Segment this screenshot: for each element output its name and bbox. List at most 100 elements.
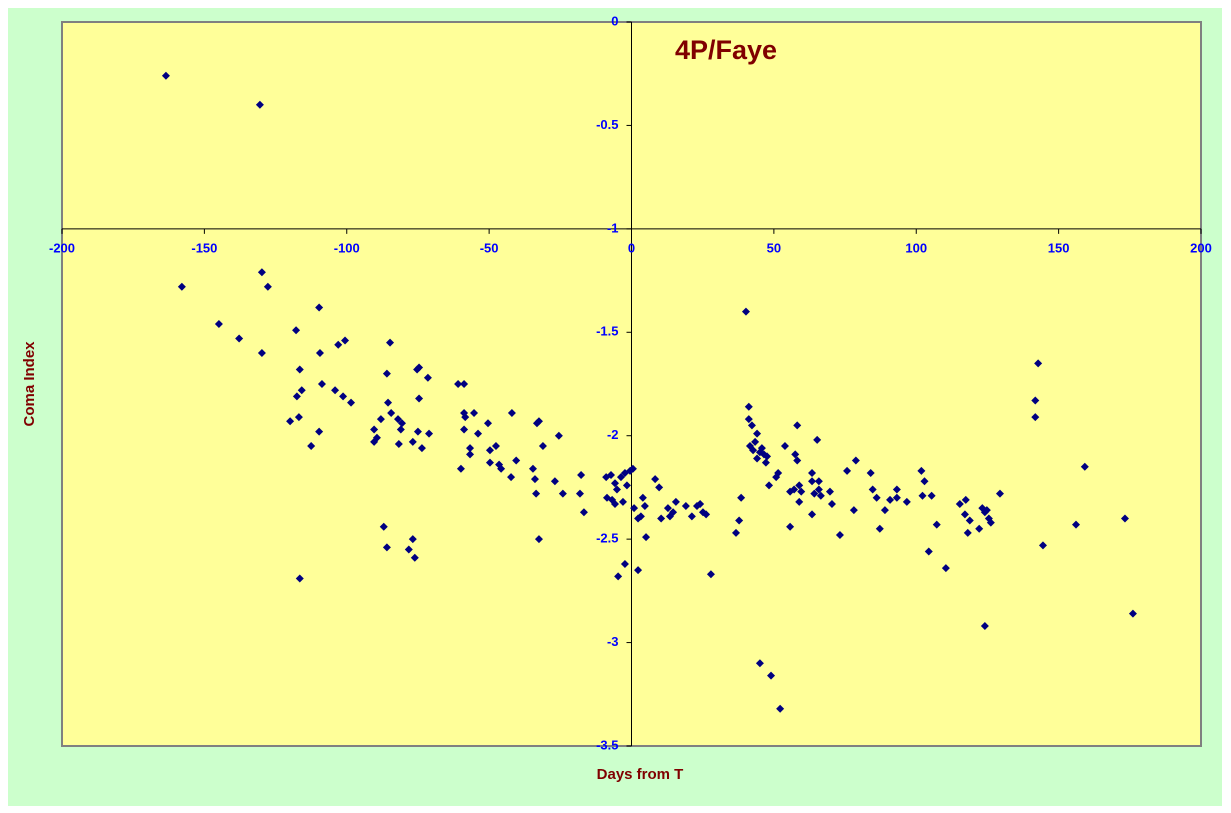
point [918, 491, 927, 500]
point [851, 456, 860, 465]
point [902, 497, 911, 506]
point [512, 456, 521, 465]
point [955, 499, 964, 508]
point [415, 394, 424, 403]
point [534, 535, 543, 544]
point [341, 336, 350, 345]
point [620, 559, 629, 568]
point [347, 398, 356, 407]
point [671, 497, 680, 506]
point [1031, 396, 1040, 405]
point [307, 442, 316, 451]
point [927, 491, 936, 500]
point [747, 421, 756, 430]
point [483, 419, 492, 428]
point [849, 506, 858, 515]
point [774, 468, 783, 477]
point [558, 489, 567, 498]
point [177, 282, 186, 291]
point [263, 282, 272, 291]
point [460, 425, 469, 434]
point [612, 485, 621, 494]
point [460, 380, 469, 388]
point [295, 574, 304, 583]
point [757, 444, 766, 453]
y-tick-label: 0 [611, 13, 618, 28]
point [530, 475, 539, 484]
point [744, 415, 753, 424]
point [875, 524, 884, 533]
point [315, 348, 324, 357]
point [485, 446, 494, 455]
y-tick-label: -2.5 [596, 531, 618, 546]
point [735, 516, 744, 525]
point [491, 442, 500, 451]
point [932, 520, 941, 529]
point [334, 340, 343, 349]
point [497, 464, 506, 473]
point [751, 437, 760, 446]
point [924, 547, 933, 556]
point [753, 429, 762, 438]
point [763, 452, 772, 461]
point [744, 402, 753, 411]
point [370, 425, 379, 434]
point [868, 485, 877, 494]
point [917, 466, 926, 475]
point [1038, 541, 1047, 550]
point [470, 408, 479, 417]
point [1080, 462, 1089, 471]
point [814, 477, 823, 486]
point [638, 493, 647, 502]
point [793, 421, 802, 430]
point [986, 518, 995, 527]
point [1071, 520, 1080, 529]
point [765, 481, 774, 490]
point [404, 545, 413, 554]
point [507, 473, 516, 482]
point [941, 564, 950, 573]
point [507, 408, 516, 417]
point [791, 450, 800, 459]
point [630, 504, 639, 513]
point [793, 456, 802, 465]
point [628, 464, 637, 473]
x-tick-label: 150 [1048, 240, 1070, 255]
point [610, 499, 619, 508]
point [920, 477, 929, 486]
y-tick-label: -0.5 [596, 117, 618, 132]
point [382, 543, 391, 552]
point [808, 468, 817, 477]
point [892, 485, 901, 494]
point [749, 446, 758, 455]
point [636, 512, 645, 521]
point [1128, 609, 1137, 618]
y-tick-label: -2 [607, 427, 619, 442]
point [386, 338, 395, 347]
point [235, 334, 244, 343]
point [687, 512, 696, 521]
point [394, 415, 403, 424]
point [454, 380, 463, 388]
point [315, 427, 324, 436]
point [835, 531, 844, 540]
point [292, 392, 301, 401]
point [554, 431, 563, 440]
point [755, 659, 764, 668]
point [408, 437, 417, 446]
point [410, 553, 419, 562]
point [387, 408, 396, 417]
y-tick-label: -3.5 [596, 737, 618, 752]
point [423, 373, 432, 382]
point [702, 510, 711, 519]
point [297, 386, 306, 395]
point [681, 502, 690, 511]
point [732, 528, 741, 537]
point [532, 419, 541, 428]
x-tick-label: 100 [905, 240, 927, 255]
point [795, 497, 804, 506]
point [538, 442, 547, 451]
point [456, 464, 465, 473]
